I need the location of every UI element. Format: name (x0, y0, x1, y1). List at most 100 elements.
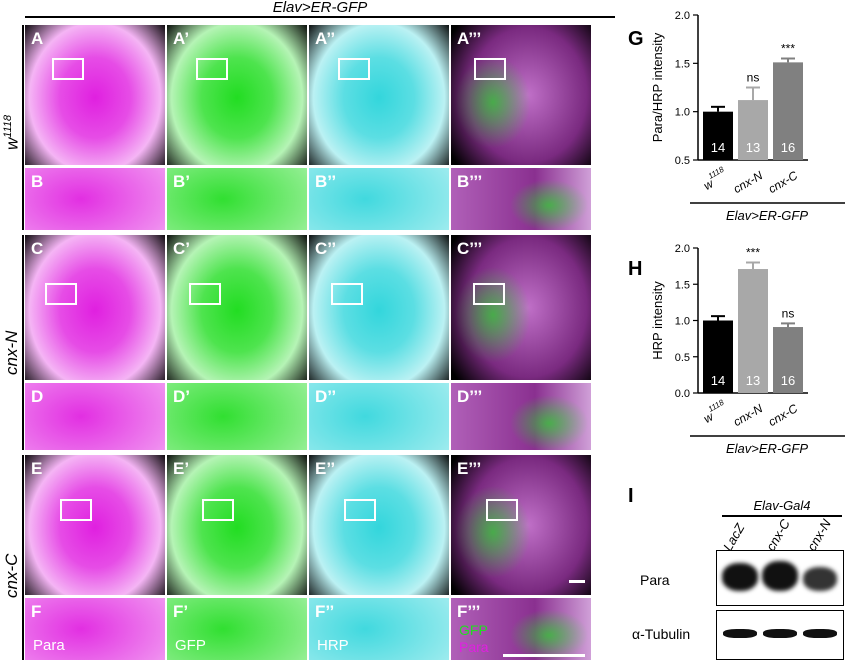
micrograph-detail-panel: D’’ (309, 383, 449, 450)
micrograph-detail-panel: D (25, 383, 165, 450)
header-title: Elav>ER-GFP (272, 0, 368, 16)
panel-letter: A’’’ (457, 29, 482, 48)
group-label: Elav>ER-GFP (726, 441, 808, 456)
row-label-text: w (2, 137, 22, 150)
panel-letter: E’’ (315, 459, 336, 478)
micrograph-panel: C’’’ (451, 235, 591, 380)
micrograph-panel: A’ (167, 25, 307, 165)
blot-band (762, 561, 798, 591)
micrograph-panel: C’’ (309, 235, 449, 380)
blot-band (722, 563, 758, 591)
micrograph-detail-panel: F’ GFP (167, 598, 307, 660)
category-label: w1118 (699, 165, 730, 193)
panel-letter: A’’ (315, 29, 336, 48)
y-axis-label: HRP intensity (650, 281, 665, 360)
lane-label-lacz: LacZ (720, 520, 748, 554)
category-label: cnx-N (731, 168, 765, 196)
micrograph-panel: E’’’ (451, 455, 591, 595)
figure-letter-g: G (628, 28, 644, 50)
bar (703, 111, 733, 160)
bar (703, 320, 733, 393)
panel-letter: C (31, 239, 44, 258)
micrograph-panel: E’ (167, 455, 307, 595)
panel-letter: F (31, 602, 42, 621)
zoom-region-box (202, 499, 234, 521)
group-label: Elav>ER-GFP (726, 208, 808, 223)
figure-letter-i: I (628, 485, 634, 507)
panel-letter: C’’’ (457, 239, 483, 258)
y-tick-label: 1.0 (675, 316, 690, 328)
row-bracket-w1118 (22, 25, 24, 230)
panel-letter: C’’ (315, 239, 337, 258)
panel-letter: B’’ (315, 172, 337, 191)
micrograph-panel: A’’’ (451, 25, 591, 165)
channel-label-gfp: GFP (459, 622, 488, 638)
figure-header: Elav>ER-GFP (25, 0, 615, 22)
y-axis-label: Para/HRP intensity (650, 32, 665, 142)
row-label-w1118: w1118 (2, 115, 23, 150)
bar-n-label: 16 (781, 140, 795, 155)
micrograph-detail-panel: F Para (25, 598, 165, 660)
row-label-text: cnx-N (2, 330, 21, 375)
category-label: cnx-C (766, 168, 800, 196)
scale-bar (503, 654, 585, 657)
blot-band (723, 629, 757, 638)
panel-letter: E’’’ (457, 459, 482, 478)
zoom-region-box (331, 283, 363, 305)
y-tick-label: 1.5 (675, 58, 690, 70)
y-tick-label: 1.5 (675, 279, 690, 291)
bar (738, 100, 768, 160)
y-tick-label: 0.5 (675, 155, 690, 167)
header-rule (25, 16, 615, 18)
y-tick-label: 0.0 (675, 388, 690, 400)
row-label-text: cnx-C (2, 553, 21, 598)
blot-para-panel (716, 550, 844, 606)
row-bracket-cnx-n (22, 235, 24, 450)
panel-letter: D’ (173, 387, 190, 406)
channel-label: Para (33, 637, 65, 654)
micrograph-detail-panel: B’’ (309, 168, 449, 230)
scale-bar (569, 580, 585, 583)
blot-band (763, 629, 797, 638)
bar-n-label: 16 (781, 373, 795, 388)
panel-letter: E (31, 459, 43, 478)
panel-letter: B (31, 172, 44, 191)
micrograph-detail-panel: F’’’ GFP Para (451, 598, 591, 660)
micrograph-panel: A (25, 25, 165, 165)
micrograph-panel: E (25, 455, 165, 595)
zoom-region-box (474, 58, 506, 80)
western-header-rule (722, 515, 842, 517)
blot-band (803, 567, 837, 591)
channel-label: GFP (175, 637, 206, 654)
y-tick-label: 0.5 (675, 352, 690, 364)
zoom-region-box (486, 499, 518, 521)
row-label-sup: 1118 (2, 114, 14, 138)
category-label: w1118 (699, 398, 730, 426)
panel-letter: A’ (173, 29, 190, 48)
significance-label: *** (781, 42, 795, 56)
micrograph-detail-panel: B (25, 168, 165, 230)
category-label: cnx-C (766, 401, 800, 429)
micrograph-panel: C’ (167, 235, 307, 380)
panel-letter: D (31, 387, 44, 406)
micrograph-panel: E’’ (309, 455, 449, 595)
y-tick-label: 2.0 (675, 243, 690, 255)
panel-letter: B’’’ (457, 172, 483, 191)
bar-n-label: 14 (711, 140, 725, 155)
zoom-region-box (52, 58, 84, 80)
y-tick-label: 1.0 (675, 107, 690, 119)
chart-para-hrp-intensity: 0.5 1.0 1.5 2.0 Para/HRP intensity 14 w1118 13 n… (650, 10, 845, 223)
bar-n-label: 14 (711, 373, 725, 388)
zoom-region-box (338, 58, 370, 80)
category-label: cnx-N (731, 401, 765, 429)
figure-letter-h: H (628, 258, 643, 280)
panel-letter: D’’’ (457, 387, 483, 406)
panel-letter: F’’ (315, 602, 335, 621)
western-blot: Elav-Gal4 LacZ cnx-C cnx-N Para α-Tubuli… (630, 498, 848, 664)
bar (773, 62, 803, 160)
panel-letter: F’ (173, 602, 189, 621)
significance-label: *** (746, 246, 760, 260)
channel-label: HRP (317, 637, 349, 654)
significance-label: ns (747, 71, 760, 85)
panel-letter: A (31, 29, 44, 48)
